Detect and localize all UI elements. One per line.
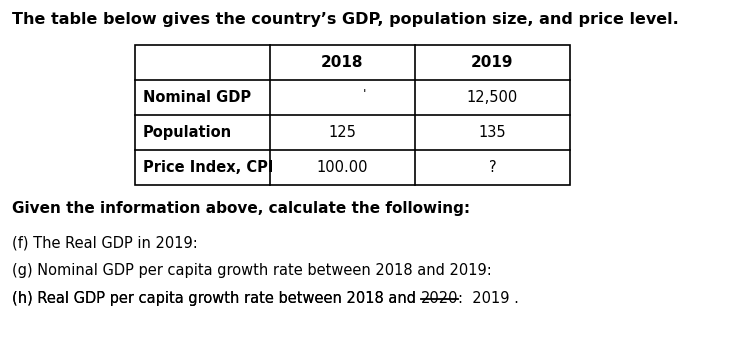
Text: 125: 125 [329, 125, 356, 140]
Text: Given the information above, calculate the following:: Given the information above, calculate t… [12, 201, 470, 216]
Text: 2019: 2019 [471, 55, 514, 70]
Text: (h) Real GDP per capita growth rate between 2018 and: (h) Real GDP per capita growth rate betw… [12, 291, 420, 306]
Text: (g) Nominal GDP per capita growth rate between 2018 and 2019:: (g) Nominal GDP per capita growth rate b… [12, 263, 492, 278]
Text: Nominal GDP: Nominal GDP [143, 90, 251, 105]
Text: 135: 135 [478, 125, 506, 140]
Bar [135, 45, 570, 185]
Text: ?: ? [489, 160, 496, 175]
Text: (f) The Real GDP in 2019:: (f) The Real GDP in 2019: [12, 235, 198, 250]
Text: 2020: 2020 [420, 291, 458, 306]
Text: (h) Real GDP per capita growth rate between 2018 and: (h) Real GDP per capita growth rate betw… [12, 291, 420, 306]
Text: :  2019 .: : 2019 . [458, 291, 519, 306]
Text: 2018: 2018 [321, 55, 364, 70]
Text: ': ' [363, 88, 366, 101]
Text: 12,500: 12,500 [467, 90, 518, 105]
Text: 100.00: 100.00 [317, 160, 368, 175]
Text: The table below gives the country’s GDP, population size, and price level.: The table below gives the country’s GDP,… [12, 12, 678, 27]
Text: Price Index, CPI: Price Index, CPI [143, 160, 273, 175]
Text: Population: Population [143, 125, 232, 140]
